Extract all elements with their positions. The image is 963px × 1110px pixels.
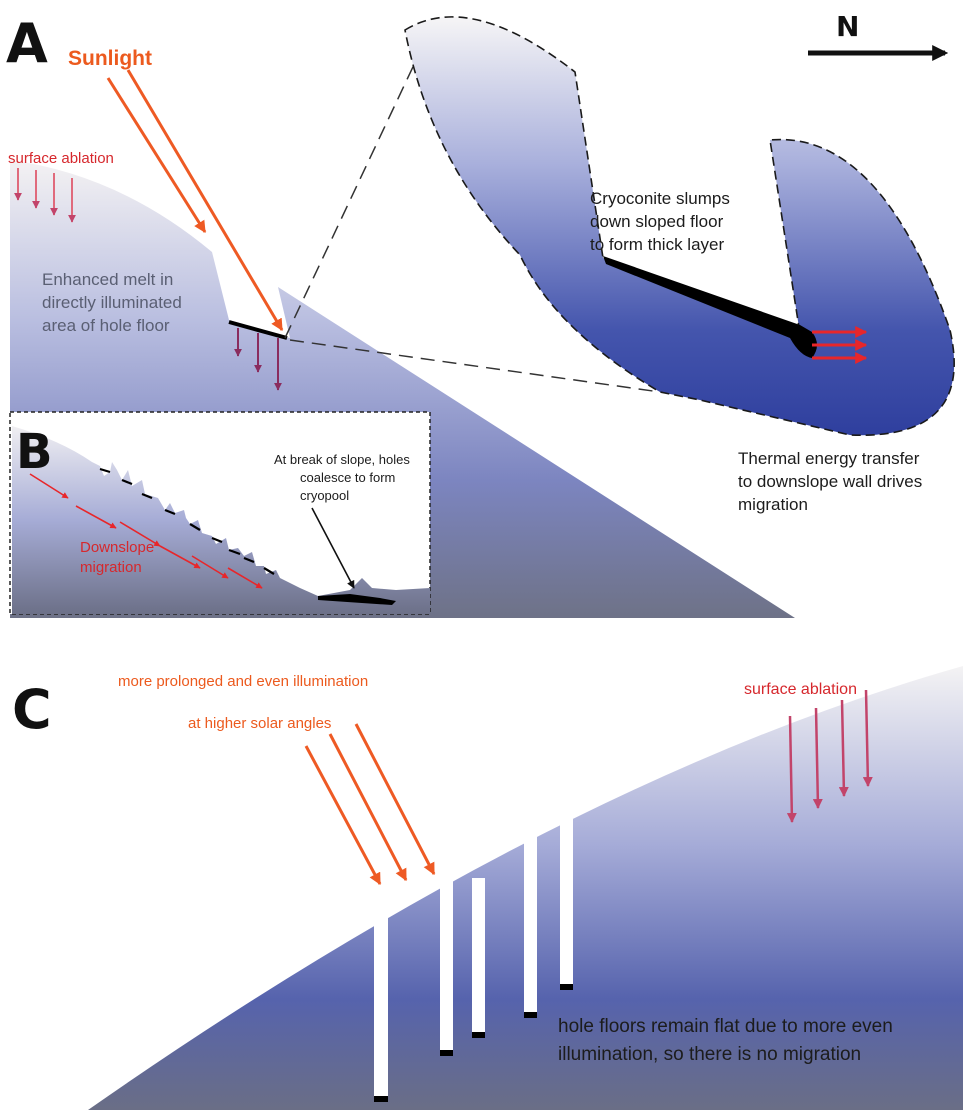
enhanced-melt-line-3: area of hole floor [42,316,170,335]
break-of-slope-line-3: cryopool [300,488,349,503]
panel-c: C more prolonged and even illumination a… [12,666,963,1110]
cryoconite-line-3: to form thick layer [590,235,724,254]
c-hole-3 [472,878,485,1034]
illumination-label: more prolonged and even illumination at … [118,673,372,732]
break-of-slope-line-1: At break of slope, holes [274,452,410,467]
enhanced-melt-line-1: Enhanced melt in [42,270,173,289]
surface-ablation-label-c: surface ablation [744,681,857,698]
cryoconite-label: Cryoconite slumps down sloped floor to f… [590,189,735,254]
hole-floors-line-1: hole floors remain flat due to more even [558,1016,893,1037]
panel-b: B At break of slope, holes coalesce to f… [10,412,430,614]
panel-c-letter: C [12,678,52,741]
hole-floors-line-2: illumination, so there is no migration [558,1044,861,1065]
sunlight-label: Sunlight [68,47,152,70]
c-hole-1 [374,884,388,1102]
downslope-line-2: migration [80,559,142,576]
cryoconite-line-1: Cryoconite slumps [590,189,730,208]
north-label: N [836,10,859,43]
c-hole-5 [560,800,573,985]
panel-a-letter: A [6,12,48,75]
thermal-label: Thermal energy transfer to downslope wal… [738,449,927,514]
thermal-line-2: to downslope wall drives [738,472,922,491]
downslope-line-1: Downslope [80,539,154,556]
thermal-line-1: Thermal energy transfer [738,449,920,468]
illumination-line-2: at higher solar angles [188,715,331,732]
thermal-line-3: migration [738,495,808,514]
illumination-ray-2 [330,734,406,880]
c-hole-4 [524,818,537,1014]
surface-ablation-label-a: surface ablation [8,150,114,167]
enhanced-melt-label: Enhanced melt in directly illuminated ar… [42,270,187,335]
break-of-slope-line-2: coalesce to form [300,470,395,485]
zoom-guide-line-upper [285,52,420,338]
c-hole-2 [440,850,453,1050]
illumination-ray-1 [306,746,380,884]
panel-b-letter: B [16,424,53,480]
cryoconite-line-2: down sloped floor [590,212,724,231]
illumination-line-1: more prolonged and even illumination [118,673,368,690]
illumination-ray-3 [356,724,434,874]
enhanced-melt-line-2: directly illuminated [42,293,182,312]
